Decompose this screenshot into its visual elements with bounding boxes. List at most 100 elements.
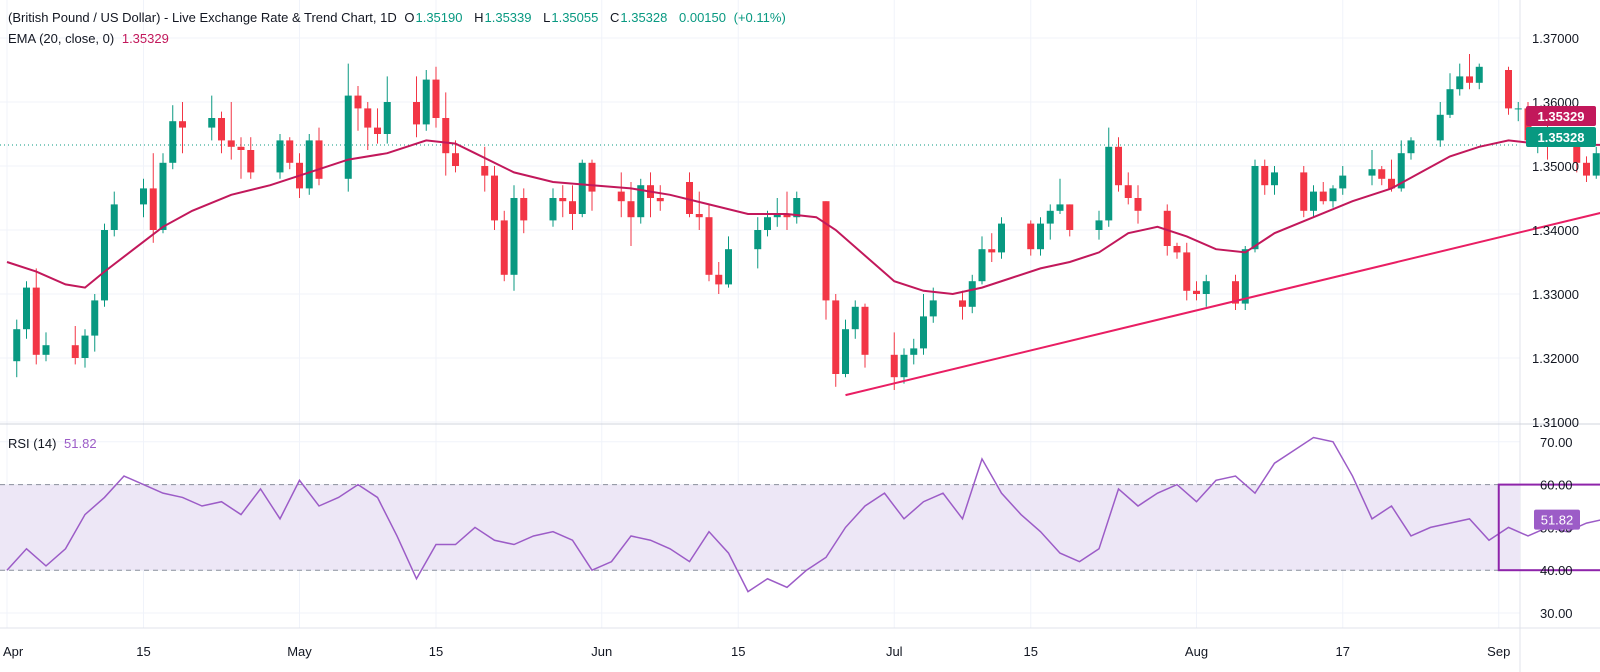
candle-body — [32, 287, 40, 355]
candle-body — [374, 127, 381, 134]
candle-body — [1319, 191, 1327, 202]
candle-body — [998, 223, 1005, 253]
candle-body — [569, 201, 576, 214]
candle-body — [149, 188, 157, 230]
candle-body — [315, 140, 323, 179]
time-tick-label: 15 — [429, 644, 443, 659]
price-tick-label: 1.37000 — [1532, 31, 1579, 46]
candle-body — [1124, 185, 1132, 198]
low-label: L — [543, 10, 551, 25]
candle-body — [42, 345, 50, 355]
rsi-line — [6, 436, 1600, 593]
rsi-tick-label: 40.00 — [1540, 563, 1573, 578]
candle-body — [978, 249, 986, 282]
symbol-title: (British Pound / US Dollar) - Live Excha… — [8, 10, 397, 25]
price-tick-label: 1.32000 — [1532, 351, 1579, 366]
rsi-value: 51.82 — [64, 436, 97, 451]
candle-body — [627, 201, 635, 218]
candle-body — [959, 300, 966, 307]
candle-body — [920, 316, 927, 349]
change-value: 0.00150 — [679, 10, 726, 25]
change-percent: (+0.11%) — [733, 10, 786, 25]
high-value: 1.35339 — [484, 10, 532, 25]
rsi-highlight-box[interactable] — [1497, 483, 1600, 572]
candle-body — [286, 140, 294, 163]
candle-body — [208, 118, 216, 128]
candle-body — [783, 214, 791, 218]
candle-body — [1329, 188, 1337, 202]
candle-body — [383, 102, 391, 134]
candle-body — [1271, 172, 1278, 186]
candle-body — [900, 354, 908, 378]
candle-body — [861, 306, 869, 355]
candle-body — [1115, 146, 1122, 186]
candle-body — [179, 121, 186, 128]
candle-body — [91, 300, 99, 336]
candle-body — [656, 198, 664, 202]
candle-body — [23, 287, 30, 330]
candle-body — [1475, 66, 1483, 83]
candle-body — [725, 249, 732, 285]
candle-body — [452, 153, 459, 166]
candle-body — [432, 79, 440, 118]
ema-legend[interactable]: EMA (20, close, 0) 1.35329 — [8, 31, 173, 46]
candle-body — [1446, 89, 1454, 115]
close-value: 1.35328 — [620, 10, 668, 25]
candle-body — [793, 198, 801, 218]
candle-body — [1592, 153, 1600, 176]
candle-body — [81, 335, 89, 358]
candle-body — [1241, 249, 1249, 304]
time-tick-label: 15 — [1024, 644, 1038, 659]
candle-body — [218, 118, 225, 141]
candle-body — [686, 182, 693, 214]
candle-body — [1173, 246, 1181, 253]
candle-body — [13, 329, 21, 362]
symbol-legend[interactable]: (British Pound / US Dollar) - Live Excha… — [8, 10, 790, 25]
candle-body — [520, 198, 528, 221]
low-value: 1.35055 — [551, 10, 599, 25]
candle-body — [1378, 169, 1386, 179]
candle-body — [754, 230, 762, 250]
close-label: C — [609, 10, 620, 25]
candle-body — [851, 306, 859, 330]
price-tick-label: 1.34000 — [1532, 223, 1579, 238]
candle-body — [549, 198, 557, 221]
candle-body — [1466, 76, 1473, 83]
candle-body — [169, 121, 177, 163]
candle-body — [1436, 114, 1444, 141]
trend-line[interactable] — [845, 155, 1600, 397]
ema-line — [6, 139, 1600, 296]
time-tick-label: Sep — [1487, 644, 1510, 659]
price-axis[interactable]: 1.310001.320001.330001.340001.350001.360… — [1532, 31, 1579, 430]
candle-body — [1095, 220, 1103, 230]
candle-body — [637, 185, 645, 218]
time-axis[interactable]: Apr15May15Jun15Jul15Aug17Sep15Oct15 — [3, 644, 1600, 659]
candle-body — [276, 140, 284, 173]
candle-body — [1397, 153, 1405, 189]
ema-title: EMA (20, close, 0) — [8, 31, 115, 46]
candle-body — [71, 345, 79, 358]
candle-body — [1300, 172, 1308, 211]
candles — [13, 54, 1600, 390]
candle-body — [305, 140, 313, 189]
time-tick-label: 17 — [1336, 644, 1350, 659]
candle-body — [110, 204, 118, 230]
time-tick-label: 15 — [731, 644, 745, 659]
ema-price-badge-bg — [1526, 106, 1596, 126]
candle-body — [1134, 198, 1142, 211]
candle-body — [1193, 290, 1200, 294]
candle-body — [705, 217, 713, 275]
rsi-title: RSI (14) — [8, 436, 57, 451]
rsi-legend[interactable]: RSI (14) 51.82 — [8, 436, 101, 451]
candle-body — [988, 249, 996, 253]
candle-body — [1583, 162, 1590, 176]
last-close-badge-bg — [1526, 127, 1596, 147]
rsi-tick-label: 30.00 — [1540, 606, 1573, 621]
open-value: 1.35190 — [415, 10, 463, 25]
candle-body — [588, 162, 596, 192]
candle-body — [1202, 281, 1210, 294]
candle-body — [1339, 175, 1347, 189]
candle-body — [364, 108, 372, 128]
